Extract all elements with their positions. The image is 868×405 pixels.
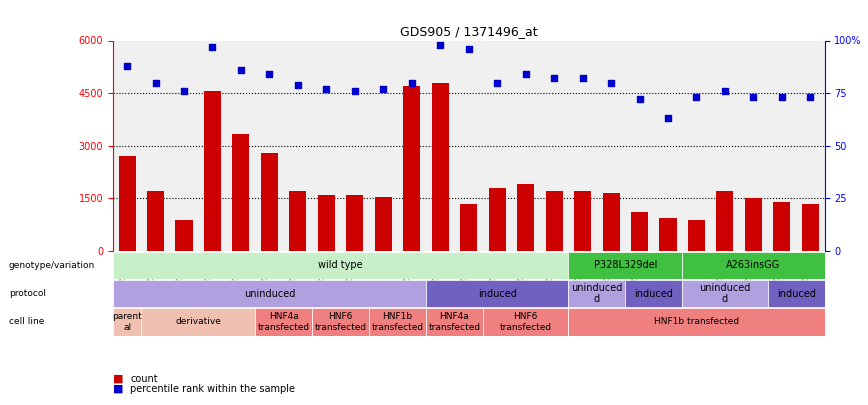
Bar <box>745 198 762 251</box>
Text: induced: induced <box>477 289 516 298</box>
Text: A263insGG: A263insGG <box>727 260 780 270</box>
Bar <box>574 192 591 251</box>
Bar <box>517 184 534 251</box>
Bar <box>773 202 791 251</box>
Point <box>234 67 248 73</box>
Text: cell line: cell line <box>9 318 44 326</box>
FancyBboxPatch shape <box>369 308 426 336</box>
Text: HNF4a
transfected: HNF4a transfected <box>258 312 310 332</box>
FancyBboxPatch shape <box>625 280 682 307</box>
FancyBboxPatch shape <box>113 308 141 336</box>
Text: HNF4a
transfected: HNF4a transfected <box>429 312 481 332</box>
Point <box>490 79 504 86</box>
Point <box>689 94 703 100</box>
Bar <box>289 192 306 251</box>
Point <box>547 75 561 82</box>
Text: percentile rank within the sample: percentile rank within the sample <box>130 384 295 394</box>
Bar <box>375 197 391 251</box>
Text: uninduced: uninduced <box>244 289 295 298</box>
Bar <box>716 192 733 251</box>
Point <box>148 79 162 86</box>
Title: GDS905 / 1371496_at: GDS905 / 1371496_at <box>400 25 537 38</box>
Text: ■: ■ <box>113 384 123 394</box>
Text: count: count <box>130 374 158 384</box>
FancyBboxPatch shape <box>312 308 369 336</box>
Text: HNF1b transfected: HNF1b transfected <box>654 318 739 326</box>
Bar <box>147 192 164 251</box>
Point <box>575 75 589 82</box>
Bar <box>204 92 221 251</box>
FancyBboxPatch shape <box>483 308 569 336</box>
Point <box>177 88 191 94</box>
FancyBboxPatch shape <box>767 280 825 307</box>
Text: parent
al: parent al <box>112 312 142 332</box>
Point <box>433 41 447 48</box>
Point <box>633 96 647 103</box>
Point <box>519 71 533 77</box>
Text: ■: ■ <box>113 374 123 384</box>
FancyBboxPatch shape <box>113 280 426 307</box>
Bar <box>802 204 819 251</box>
FancyBboxPatch shape <box>426 280 569 307</box>
Bar <box>431 83 449 251</box>
FancyBboxPatch shape <box>682 252 825 279</box>
FancyBboxPatch shape <box>682 280 767 307</box>
Text: wild type: wild type <box>319 260 363 270</box>
FancyBboxPatch shape <box>569 308 825 336</box>
Bar <box>175 220 193 251</box>
Bar <box>688 220 705 251</box>
Point <box>404 79 418 86</box>
Text: induced: induced <box>777 289 816 298</box>
Point <box>661 115 675 122</box>
Point <box>718 88 732 94</box>
Point <box>206 44 220 50</box>
Text: uninduced
d: uninduced d <box>700 283 751 305</box>
Bar <box>489 188 506 251</box>
Text: genotype/variation: genotype/variation <box>9 261 95 270</box>
Bar <box>460 204 477 251</box>
Text: HNF6
transfected: HNF6 transfected <box>314 312 366 332</box>
Point <box>348 88 362 94</box>
FancyBboxPatch shape <box>426 308 483 336</box>
Text: HNF1b
transfected: HNF1b transfected <box>372 312 424 332</box>
Point <box>746 94 760 100</box>
Text: induced: induced <box>635 289 674 298</box>
Point <box>377 86 391 92</box>
Text: uninduced
d: uninduced d <box>571 283 622 305</box>
Bar <box>318 195 335 251</box>
Text: P328L329del: P328L329del <box>594 260 657 270</box>
FancyBboxPatch shape <box>113 252 569 279</box>
Point <box>120 62 134 69</box>
Point <box>775 94 789 100</box>
Point <box>804 94 818 100</box>
Bar <box>546 192 562 251</box>
Point <box>291 81 305 88</box>
Bar <box>261 153 278 251</box>
Bar <box>233 134 249 251</box>
Point <box>319 86 333 92</box>
Point <box>462 46 476 52</box>
Text: protocol: protocol <box>9 289 46 298</box>
FancyBboxPatch shape <box>569 252 682 279</box>
Bar <box>404 86 420 251</box>
Point <box>604 79 618 86</box>
Text: derivative: derivative <box>175 318 221 326</box>
Point <box>262 71 276 77</box>
Text: HNF6
transfected: HNF6 transfected <box>500 312 552 332</box>
FancyBboxPatch shape <box>569 280 625 307</box>
Bar <box>119 156 135 251</box>
FancyBboxPatch shape <box>255 308 312 336</box>
FancyBboxPatch shape <box>141 308 255 336</box>
Bar <box>660 218 676 251</box>
Bar <box>602 193 620 251</box>
Bar <box>631 213 648 251</box>
Bar <box>346 195 364 251</box>
